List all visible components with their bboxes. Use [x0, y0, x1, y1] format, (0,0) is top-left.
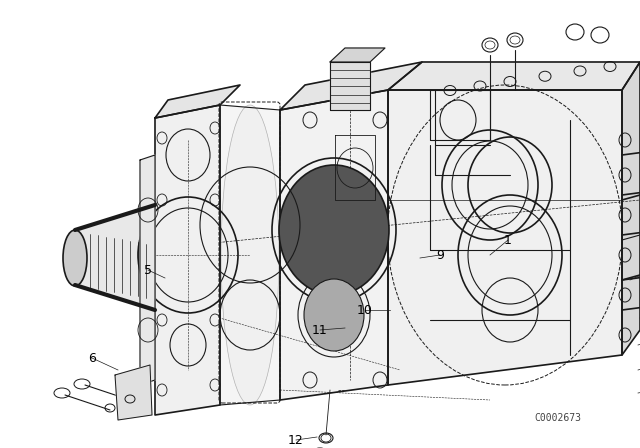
Polygon shape [155, 105, 220, 415]
Polygon shape [280, 90, 388, 400]
Ellipse shape [279, 165, 389, 295]
Ellipse shape [304, 279, 364, 351]
Polygon shape [388, 90, 622, 385]
Ellipse shape [221, 105, 279, 405]
Polygon shape [330, 62, 370, 110]
Text: 6: 6 [88, 352, 96, 365]
Text: 1: 1 [504, 233, 512, 246]
Polygon shape [220, 105, 280, 405]
Text: 11: 11 [312, 323, 328, 336]
Text: 10: 10 [357, 303, 373, 316]
Polygon shape [155, 85, 240, 118]
Polygon shape [115, 365, 152, 420]
Polygon shape [388, 62, 640, 90]
Polygon shape [75, 205, 155, 310]
Text: 5: 5 [144, 263, 152, 276]
Polygon shape [330, 48, 385, 62]
Text: 12: 12 [288, 434, 304, 447]
Polygon shape [280, 62, 422, 110]
Ellipse shape [63, 230, 87, 286]
Text: 9: 9 [436, 249, 444, 262]
Polygon shape [622, 62, 640, 355]
Polygon shape [140, 155, 155, 385]
Text: C0002673: C0002673 [534, 413, 582, 422]
